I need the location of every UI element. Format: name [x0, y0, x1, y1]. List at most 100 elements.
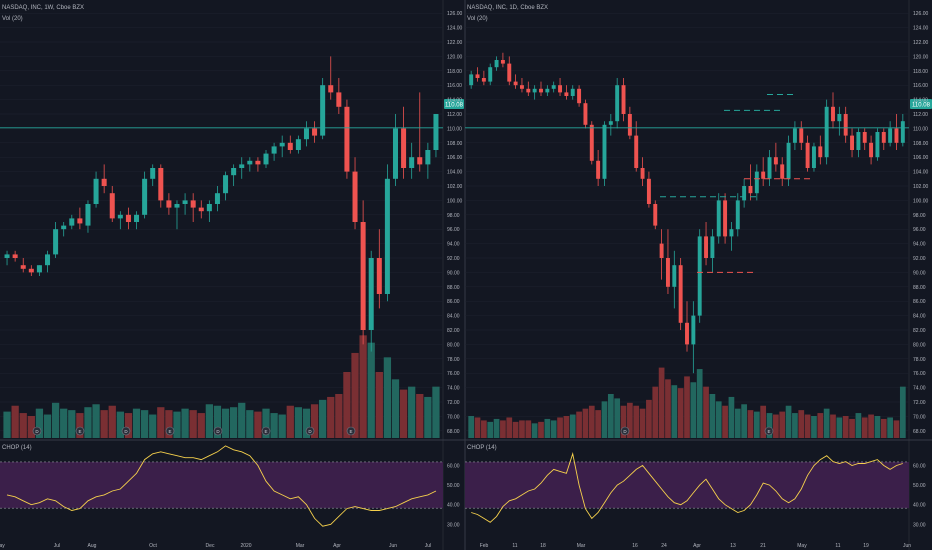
- price-tick-label: 92.00: [447, 256, 460, 262]
- volume-bar: [550, 420, 557, 438]
- time-axis-label: Jun: [903, 543, 911, 549]
- volume-bar: [588, 405, 595, 438]
- candle-body: [558, 85, 563, 93]
- volume-bar: [836, 417, 843, 438]
- candle-body: [61, 225, 67, 230]
- candle-body: [469, 74, 474, 86]
- candle-body: [77, 218, 83, 224]
- price-tick-label: 124.00: [913, 26, 929, 32]
- volume-bar: [254, 411, 262, 438]
- candle-body: [12, 254, 18, 258]
- price-tick-label: 106.00: [913, 155, 929, 161]
- candle-body: [328, 85, 334, 93]
- candle-body: [685, 322, 689, 345]
- event-marker-label: D: [216, 429, 220, 434]
- candle-body: [303, 128, 309, 140]
- volume-bar: [512, 421, 519, 438]
- price-tick-label: 74.00: [447, 386, 460, 392]
- volume-bar: [620, 405, 627, 438]
- candle-body: [109, 193, 115, 219]
- volume-bar: [173, 411, 181, 438]
- volume-bar: [140, 410, 149, 438]
- volume-bar: [310, 404, 319, 438]
- candle-body: [824, 106, 829, 158]
- candle-body: [532, 88, 537, 93]
- candle-body: [336, 92, 342, 107]
- event-marker: [121, 426, 131, 436]
- volume-bar: [639, 408, 646, 438]
- price-tick-label: 96.00: [913, 227, 926, 233]
- candle-body: [392, 128, 398, 179]
- time-axis-label: Mar: [296, 543, 305, 549]
- candle-body: [223, 175, 229, 194]
- event-marker: [75, 426, 85, 436]
- price-tick-label: 84.00: [447, 314, 460, 320]
- event-marker: [764, 426, 774, 436]
- candle-body: [384, 178, 390, 294]
- price-tick-label: 114.00: [913, 98, 928, 104]
- candle-body: [602, 124, 607, 179]
- candle-body: [134, 214, 140, 222]
- volume-bar: [493, 418, 500, 438]
- price-tick-label: 118.00: [913, 69, 928, 75]
- candle-body: [596, 160, 601, 179]
- candle-body: [577, 88, 582, 104]
- candle-body: [659, 243, 664, 258]
- price-tick-label: 92.00: [913, 256, 926, 262]
- candle-body: [583, 103, 588, 125]
- price-tick-label: 82.00: [913, 328, 926, 334]
- volume-bar: [474, 417, 481, 438]
- price-tick-label: 78.00: [447, 357, 460, 363]
- volume-bar: [487, 421, 494, 438]
- chop-line: [471, 452, 903, 523]
- candle-body: [312, 128, 318, 136]
- candle-body: [344, 106, 350, 172]
- candle-body: [174, 204, 180, 208]
- candle-body: [206, 204, 212, 212]
- chop-tick-label: 40.00: [447, 503, 460, 509]
- event-marker-label: D: [623, 429, 627, 434]
- candle-body: [507, 63, 512, 82]
- volume-bar: [823, 408, 830, 438]
- time-axis-label: 18: [540, 543, 546, 549]
- volume-bar: [677, 388, 684, 438]
- candle-body: [621, 85, 626, 114]
- volume-bar: [246, 410, 254, 438]
- volume-bar: [76, 413, 84, 438]
- time-axis-label: 11: [512, 543, 517, 549]
- price-tick-label: 112.00: [447, 112, 462, 118]
- volume-bar: [399, 389, 408, 438]
- volume-bar: [817, 413, 824, 438]
- volume-bar: [43, 414, 52, 438]
- candle-body: [881, 132, 886, 143]
- volume-bar: [294, 407, 303, 438]
- time-axis-label: Aug: [88, 543, 97, 549]
- volume-bar: [229, 407, 238, 438]
- candle-body: [551, 85, 556, 89]
- volume-bar: [343, 372, 351, 438]
- volume-bar: [538, 421, 544, 438]
- candle-body: [352, 171, 358, 222]
- candle-body: [433, 114, 439, 150]
- volume-bar: [893, 420, 900, 438]
- candle-body: [894, 128, 899, 143]
- volume-bar: [595, 410, 601, 438]
- volume-bar: [506, 417, 513, 438]
- price-tick-label: 84.00: [913, 314, 926, 320]
- volume-bar: [671, 385, 678, 438]
- volume-bar: [722, 405, 728, 438]
- event-marker-label: E: [767, 429, 770, 434]
- candle-body: [869, 142, 874, 158]
- volume-bar: [68, 410, 76, 438]
- volume-bar: [519, 420, 525, 438]
- candle-body: [481, 78, 486, 82]
- candle-body: [748, 186, 753, 194]
- volume-bar: [690, 382, 697, 438]
- volume-bar: [351, 352, 359, 438]
- candle-body: [271, 146, 277, 154]
- volume-bar: [779, 411, 786, 438]
- candlesticks: [4, 52, 905, 374]
- time-axis-label: Jun: [389, 543, 397, 549]
